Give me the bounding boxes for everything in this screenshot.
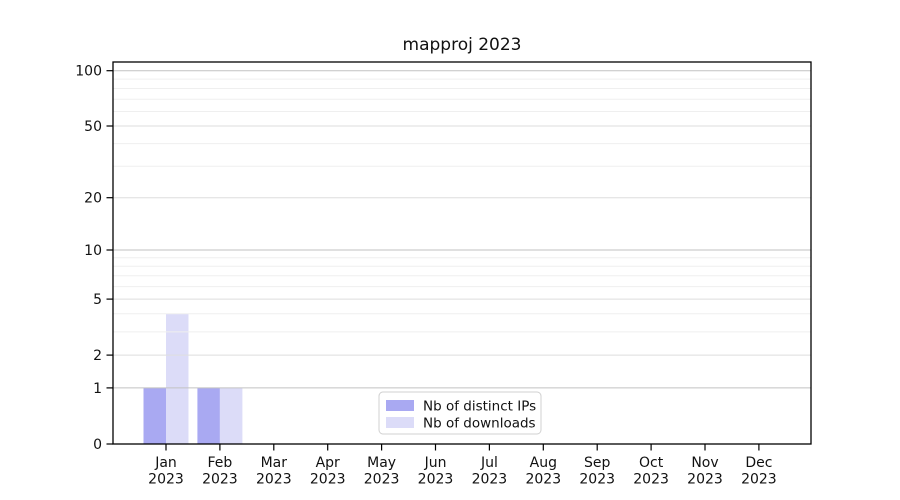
- x-tick-label: Nov: [691, 455, 718, 471]
- bar: [197, 387, 220, 444]
- y-tick-label: 5: [93, 292, 102, 308]
- x-tick-label: Feb: [208, 455, 233, 471]
- bar: [166, 313, 189, 444]
- x-tick-label: 2023: [525, 472, 561, 488]
- x-tick-label: Apr: [316, 455, 340, 471]
- x-tick-label: Jun: [424, 455, 447, 471]
- bar: [143, 387, 166, 444]
- x-tick-label: 2023: [202, 472, 238, 488]
- x-tick-label: Jul: [480, 455, 498, 471]
- x-tick-label: 2023: [256, 472, 292, 488]
- x-tick-label: 2023: [364, 472, 400, 488]
- y-tick-label: 10: [84, 243, 102, 259]
- chart-title: mapproj 2023: [403, 35, 522, 55]
- x-tick-label: Aug: [530, 455, 557, 471]
- y-tick-label: 100: [75, 64, 102, 80]
- legend-swatch-downloads: [386, 417, 414, 428]
- bar: [219, 387, 243, 444]
- y-tick-label: 20: [84, 191, 102, 207]
- x-tick-label: 2023: [687, 472, 723, 488]
- x-tick-label: May: [367, 455, 396, 471]
- x-tick-label: Dec: [745, 455, 772, 471]
- x-tick-label: 2023: [741, 472, 777, 488]
- x-tick-label: 2023: [472, 472, 508, 488]
- x-tick-label: 2023: [148, 472, 184, 488]
- legend-label-distinct-ips: Nb of distinct IPs: [423, 399, 536, 415]
- legend-swatch-distinct-ips: [386, 400, 414, 411]
- y-tick-label: 2: [93, 348, 102, 364]
- x-tick-label: 2023: [310, 472, 346, 488]
- y-tick-label: 0: [93, 437, 102, 453]
- y-tick-label: 50: [84, 119, 102, 135]
- legend: Nb of distinct IPs Nb of downloads: [378, 391, 542, 435]
- x-tick-label: Sep: [584, 455, 611, 471]
- x-tick-label: Jan: [154, 455, 177, 471]
- x-tick-label: 2023: [633, 472, 669, 488]
- legend-label-downloads: Nb of downloads: [423, 416, 536, 432]
- axis-layer: 0125102050100Jan2023Feb2023Mar2023Apr202…: [75, 64, 776, 488]
- grid-layer: [113, 70, 811, 389]
- legend-box: [378, 391, 542, 435]
- bars-layer: [143, 313, 243, 444]
- x-tick-label: 2023: [579, 472, 615, 488]
- x-tick-label: Mar: [261, 455, 288, 471]
- x-tick-label: 2023: [418, 472, 454, 488]
- y-tick-label: 1: [93, 381, 102, 397]
- x-tick-label: Oct: [639, 455, 664, 471]
- plot-border: [112, 61, 812, 445]
